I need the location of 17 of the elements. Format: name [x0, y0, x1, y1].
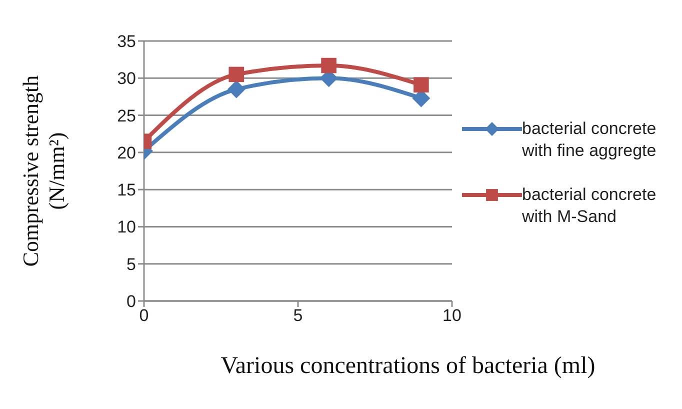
y-tick-label: 20 — [117, 143, 136, 162]
point — [414, 77, 429, 92]
x-tick-label: 5 — [293, 306, 303, 326]
y-tick-label: 0 — [126, 292, 136, 312]
y-tick-label: 35 — [117, 32, 136, 52]
y-tick-label: 10 — [117, 218, 136, 237]
y-axis-title: Compressive strength (N/mm²) — [18, 75, 69, 267]
y-tick-label: 30 — [117, 69, 136, 88]
x-tick-label: 0 — [139, 306, 149, 326]
point — [321, 58, 336, 74]
y-tick-label: 5 — [126, 254, 136, 274]
x-tick-label: 10 — [442, 306, 462, 326]
y-tick-label: 15 — [117, 180, 136, 200]
legend-label: bacterial concrete with fine aggregte — [522, 118, 658, 162]
y-tick-label: 25 — [117, 106, 136, 126]
legend-label: bacterial concrete with M-Sand — [522, 184, 658, 228]
x-axis-title: Various concentrations of bacteria (ml) — [220, 353, 596, 379]
